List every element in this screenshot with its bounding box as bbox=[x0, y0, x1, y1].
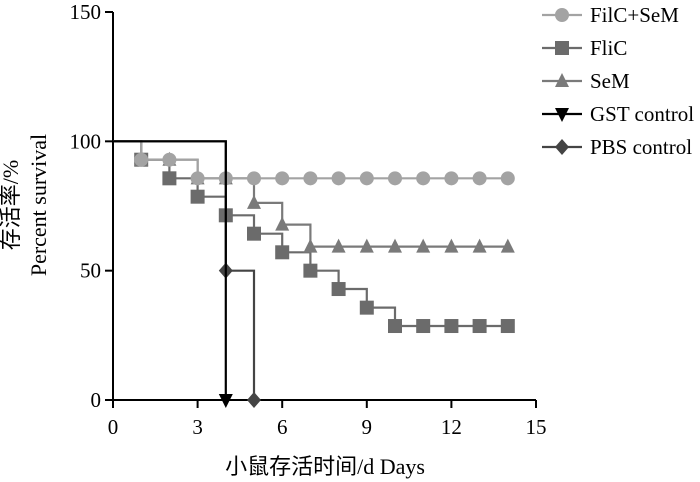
legend-marker-filc-sem bbox=[555, 8, 569, 22]
data-point-flic bbox=[247, 226, 261, 241]
legend-item-sem: SeM bbox=[542, 69, 630, 93]
data-point-filc-sem bbox=[162, 152, 177, 167]
data-point-flic bbox=[359, 300, 374, 315]
data-point-sem bbox=[500, 238, 515, 253]
data-point-filc-sem bbox=[500, 171, 515, 186]
data-point-sem bbox=[472, 238, 487, 253]
x-tick-label: 3 bbox=[192, 415, 203, 439]
data-point-flic bbox=[416, 319, 431, 334]
legend-label-pbs-control: PBS control bbox=[590, 135, 692, 159]
data-point-sem bbox=[388, 238, 402, 253]
series-gst-control bbox=[113, 140, 233, 408]
data-point-filc-sem bbox=[472, 171, 487, 186]
series-pbs-control bbox=[113, 140, 261, 408]
data-point-flic bbox=[190, 189, 205, 204]
data-point-flic bbox=[388, 319, 402, 334]
y-tick-label: 100 bbox=[70, 129, 102, 153]
data-point-filc-sem bbox=[247, 171, 261, 186]
y-axis-label-cn: 存活率/% bbox=[0, 160, 23, 250]
data-point-sem bbox=[359, 238, 374, 253]
data-point-gst-control bbox=[218, 394, 233, 408]
x-axis-label: 小鼠存活时间/d Days bbox=[225, 454, 425, 479]
data-point-sem bbox=[247, 194, 261, 209]
data-point-sem bbox=[303, 238, 318, 253]
legend-item-flic: FliC bbox=[542, 36, 627, 60]
legend-marker-sem bbox=[555, 73, 569, 87]
legend-marker-gst-control bbox=[555, 108, 569, 122]
legend-label-filc-sem: FilC+SeM bbox=[590, 3, 679, 27]
x-tick-label: 6 bbox=[277, 415, 288, 439]
data-point-pbs-control bbox=[247, 392, 261, 408]
y-tick-label: 150 bbox=[70, 0, 102, 24]
data-point-flic bbox=[500, 319, 515, 334]
data-point-sem bbox=[331, 238, 346, 253]
data-point-filc-sem bbox=[190, 171, 205, 186]
data-point-flic bbox=[444, 319, 459, 334]
y-tick-label: 50 bbox=[80, 259, 101, 283]
data-point-filc-sem bbox=[303, 171, 318, 186]
x-tick-label: 9 bbox=[362, 415, 373, 439]
series-layer bbox=[113, 140, 515, 408]
legend-label-flic: FliC bbox=[590, 36, 627, 60]
data-point-filc-sem bbox=[444, 171, 459, 186]
data-point-sem bbox=[275, 216, 290, 231]
legend-item-gst-control: GST control bbox=[542, 102, 694, 126]
legend-marker-flic bbox=[555, 41, 569, 55]
data-point-filc-sem bbox=[359, 171, 374, 186]
y-tick-label: 0 bbox=[91, 388, 102, 412]
data-point-flic bbox=[331, 282, 346, 297]
data-point-flic bbox=[162, 171, 177, 186]
data-point-flic bbox=[472, 319, 487, 334]
series-filc-sem bbox=[113, 140, 515, 186]
legend: FilC+SeM FliC SeM GST control PBS control bbox=[542, 3, 694, 159]
legend-label-gst-control: GST control bbox=[590, 102, 694, 126]
legend-label-sem: SeM bbox=[590, 69, 630, 93]
data-point-sem bbox=[416, 238, 431, 253]
x-tick-label: 15 bbox=[526, 415, 547, 439]
data-point-filc-sem bbox=[416, 171, 431, 186]
data-point-filc-sem bbox=[275, 171, 290, 186]
series-line-pbs-control bbox=[113, 140, 256, 400]
data-point-sem bbox=[444, 238, 459, 253]
data-point-flic bbox=[275, 245, 290, 260]
x-tick-label: 12 bbox=[441, 415, 462, 439]
y-axis-label-en: Percent survival bbox=[26, 134, 51, 276]
data-point-filc-sem bbox=[134, 152, 149, 167]
legend-item-pbs-control: PBS control bbox=[542, 135, 692, 159]
series-line-gst-control bbox=[113, 140, 227, 400]
data-point-flic bbox=[303, 263, 318, 278]
series-flic bbox=[113, 140, 515, 334]
legend-item-filc-sem: FilC+SeM bbox=[542, 3, 679, 27]
x-tick-label: 0 bbox=[108, 415, 119, 439]
data-point-filc-sem bbox=[331, 171, 346, 186]
legend-marker-pbs-control bbox=[555, 139, 569, 155]
data-point-filc-sem bbox=[388, 171, 402, 186]
